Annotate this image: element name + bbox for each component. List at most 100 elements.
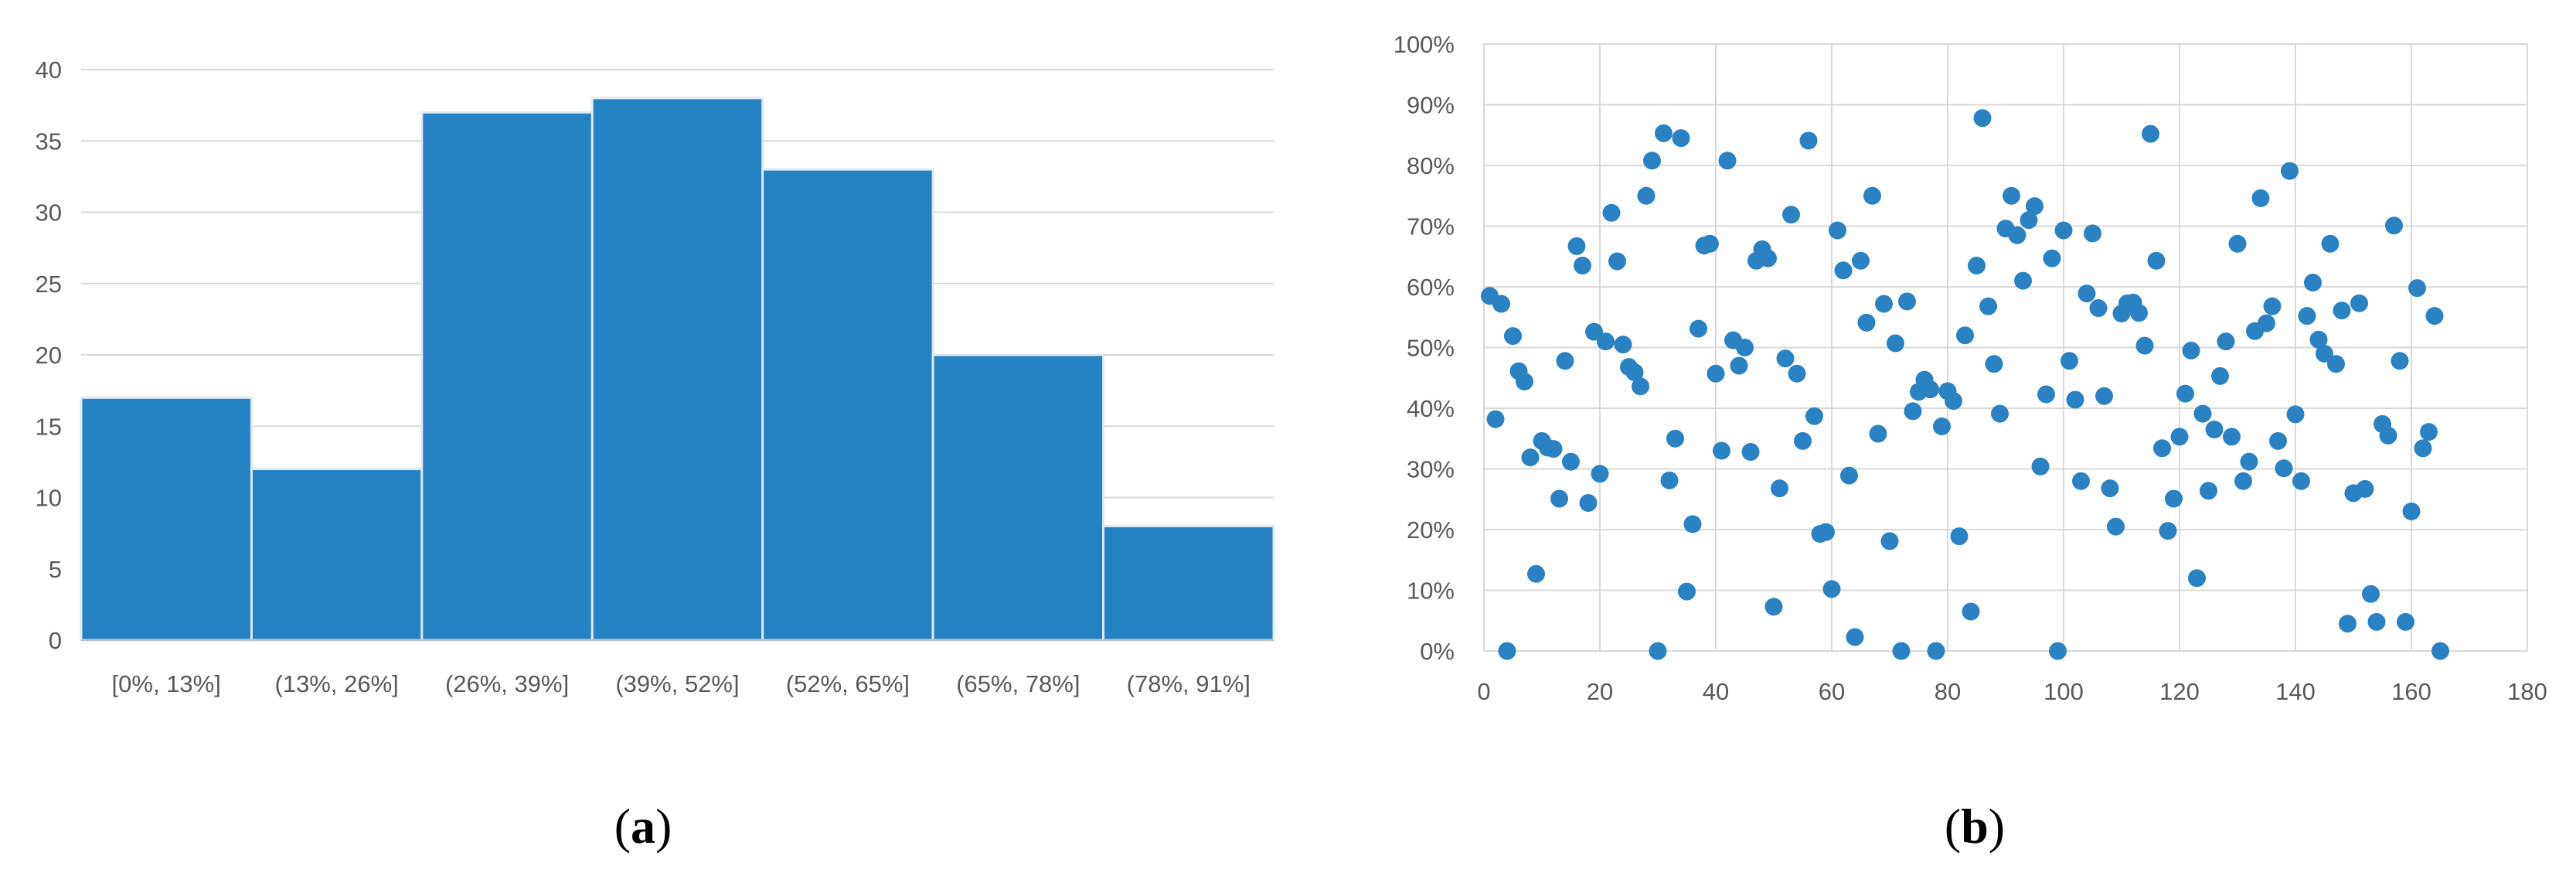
scatter-point — [2228, 234, 2247, 253]
scatter-point — [2101, 479, 2119, 498]
scatter-point — [1933, 418, 1951, 436]
histogram-y-tick-label: 35 — [36, 128, 62, 155]
scatter-point — [2003, 186, 2020, 205]
scatter-point — [2286, 405, 2305, 424]
panel-label-a: (a) — [614, 799, 672, 854]
scatter-point — [1713, 441, 1730, 460]
scatter-point — [1805, 407, 1823, 425]
scatter-point — [2142, 124, 2159, 143]
histogram-y-tick-label: 20 — [36, 342, 62, 369]
scatter-point — [1550, 489, 1568, 508]
scatter-point — [1736, 339, 1754, 356]
scatter-y-tick-label: 10% — [1407, 578, 1455, 605]
scatter-x-tick-label: 80 — [1935, 678, 1961, 705]
scatter-point — [1690, 319, 1707, 338]
histogram-panel: 0 5 10 15 20 25 30 35 40 [0%, 13%] (13%, 26%] (26%… — [36, 56, 1275, 697]
scatter-point — [1660, 471, 1679, 489]
scatter-point — [1521, 448, 1540, 467]
histogram-y-tick-label: 25 — [36, 271, 62, 298]
scatter-point — [2054, 221, 2073, 240]
scatter-point — [2020, 211, 2038, 230]
scatter-x-tick-label: 100 — [2043, 678, 2084, 705]
histogram-y-tick-label: 10 — [36, 485, 62, 512]
scatter-point — [2327, 355, 2345, 373]
scatter-point — [2425, 307, 2444, 326]
scatter-point — [1834, 261, 1853, 280]
scatter-point — [2130, 304, 2148, 322]
scatter-point — [1637, 186, 1656, 205]
scatter-point — [2356, 479, 2374, 498]
scatter-point — [2060, 352, 2078, 370]
scatter-point — [1614, 336, 1632, 354]
scatter-point — [1527, 564, 1545, 583]
scatter-point — [2153, 439, 2171, 458]
scatter-point — [1985, 355, 2003, 373]
scatter-point — [2159, 522, 2177, 540]
histogram-y-tick-label: 0 — [49, 627, 62, 654]
scatter-point — [1683, 515, 1702, 533]
scatter-point — [1574, 257, 1591, 275]
scatter-point — [1556, 352, 1574, 370]
scatter-x-tick-label: 0 — [1477, 678, 1490, 705]
scatter-point — [2420, 423, 2438, 441]
scatter-point — [2321, 234, 2339, 253]
scatter-point — [1979, 297, 1997, 315]
scatter-point — [1764, 598, 1783, 616]
scatter-point — [1956, 326, 1974, 345]
scatter-point — [2431, 642, 2449, 660]
histogram-x-tick-label: (65%, 78%] — [956, 670, 1080, 697]
scatter-point — [2414, 439, 2432, 458]
scatter-point — [1666, 429, 1684, 448]
scatter-point — [2339, 615, 2357, 633]
scatter-point — [2234, 472, 2252, 490]
scatter-x-tick-label: 120 — [2159, 678, 2200, 705]
scatter-point — [1544, 440, 1563, 458]
scatter-point — [2188, 569, 2206, 588]
scatter-points — [1481, 109, 2449, 660]
histogram-x-tick-label: (52%, 65%] — [786, 670, 910, 697]
scatter-point — [2316, 344, 2333, 363]
scatter-point — [2240, 452, 2258, 471]
scatter-point — [1840, 466, 1858, 485]
scatter-point — [1857, 313, 1876, 332]
scatter-point — [1799, 131, 1818, 150]
scatter-point — [2408, 279, 2426, 298]
scatter-point — [1730, 356, 1748, 375]
scatter-point — [2258, 314, 2275, 332]
scatter-point — [1504, 327, 1522, 346]
scatter-point — [1625, 363, 1644, 382]
scatter-point — [1991, 404, 2009, 423]
scatter-point — [2182, 341, 2200, 360]
scatter-y-tick-label: 80% — [1407, 152, 1455, 179]
scatter-point — [1649, 642, 1667, 660]
scatter-point — [2066, 390, 2084, 409]
scatter-y-tick-label: 20% — [1407, 516, 1455, 544]
histogram-bar — [80, 396, 253, 642]
scatter-point — [2304, 274, 2322, 292]
scatter-point — [1782, 206, 1800, 224]
scatter-point — [1741, 443, 1760, 462]
scatter-point — [1968, 257, 1986, 275]
scatter-point — [2263, 297, 2282, 315]
scatter-point — [2049, 642, 2067, 660]
scatter-point — [2165, 489, 2183, 508]
scatter-point — [2077, 285, 2096, 303]
histogram-x-tick-label: (78%, 91%] — [1127, 670, 1251, 697]
panel-label-b: (b) — [1945, 799, 2005, 854]
scatter-point — [1875, 295, 1893, 313]
scatter-point — [2223, 428, 2241, 446]
scatter-y-tick-label: 50% — [1407, 335, 1455, 362]
scatter-point — [1591, 465, 1609, 483]
scatter-point — [2350, 294, 2368, 312]
scatter-point — [1672, 129, 1690, 148]
scatter-point — [1817, 523, 1835, 541]
scatter-x-tick-label: 180 — [2507, 678, 2547, 705]
scatter-point — [2200, 482, 2217, 500]
scatter-point — [1718, 152, 1737, 170]
scatter-x-tick-label: 60 — [1819, 678, 1845, 705]
scatter-x-tick-label: 20 — [1587, 678, 1613, 705]
scatter-point — [2193, 404, 2212, 423]
scatter-point — [1973, 109, 1992, 128]
scatter-y-tick-label: 60% — [1407, 274, 1455, 301]
scatter-point — [1846, 628, 1864, 646]
